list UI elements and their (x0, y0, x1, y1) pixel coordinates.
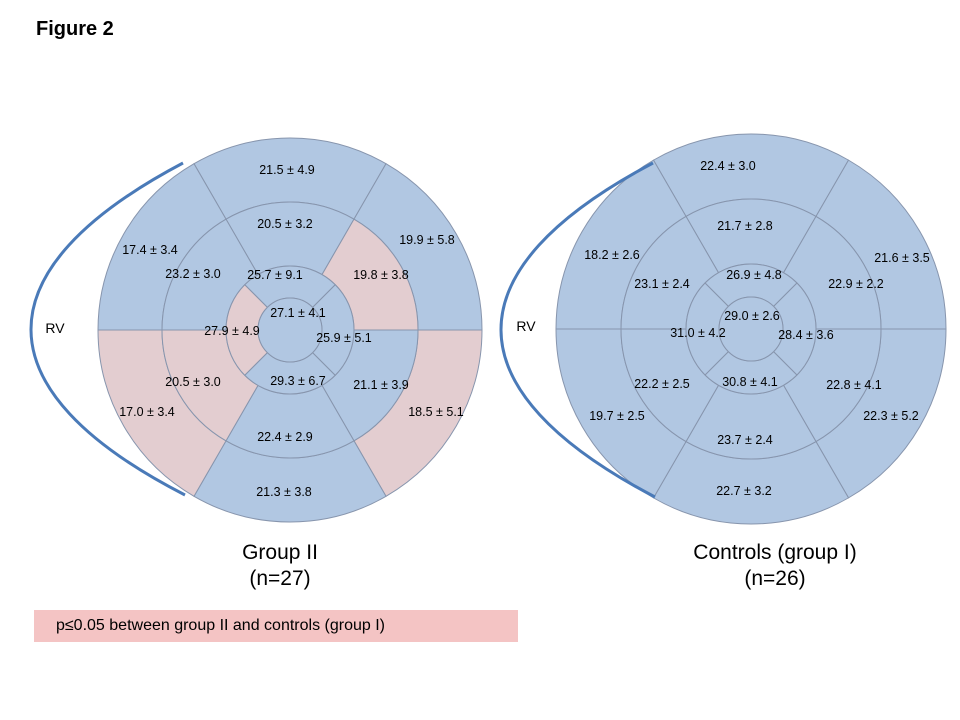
label-apical-1: 25.7 ± 9.1 (247, 268, 303, 282)
caption-group-ii-title: Group II (242, 541, 318, 564)
label-mid-6: 23.2 ± 3.0 (165, 267, 221, 281)
legend-text: p≤0.05 between group II and controls (gr… (56, 617, 385, 634)
rv-curve (499, 161, 656, 499)
rv-curve (29, 161, 186, 497)
label-basal-1: 22.4 ± 3.0 (700, 159, 756, 173)
label-mid-5: 20.5 ± 3.0 (165, 375, 221, 389)
label-mid-4: 22.4 ± 2.9 (257, 430, 313, 444)
label-basal-2: 21.6 ± 3.5 (874, 251, 930, 265)
label-apical-4: 25.9 ± 5.1 (316, 331, 372, 345)
caption-group-ii: Group II (n=27) (130, 540, 430, 592)
label-basal-3: 22.3 ± 5.2 (863, 409, 919, 423)
label-mid-4: 23.7 ± 2.4 (717, 433, 773, 447)
label-apical-2: 29.3 ± 6.7 (270, 374, 326, 388)
label-basal-5: 17.0 ± 3.4 (119, 405, 175, 419)
label-mid-1: 20.5 ± 3.2 (257, 217, 313, 231)
rv-label: RV (516, 318, 536, 334)
label-basal-6: 17.4 ± 3.4 (122, 243, 178, 257)
caption-group-ii-n: (n=27) (249, 567, 311, 590)
caption-controls-title: Controls (group I) (693, 541, 857, 564)
label-basal-3: 18.5 ± 5.1 (408, 405, 464, 419)
segment-apex (257, 297, 323, 363)
significance-legend: p≤0.05 between group II and controls (gr… (34, 610, 518, 642)
bullseye-group-ii: RV 21.5 ± 4.9 19.9 ± 5.8 18.5 ± 5.1 21.3 ± 3… (29, 137, 483, 523)
label-mid-6: 23.1 ± 2.4 (634, 277, 690, 291)
label-basal-6: 18.2 ± 2.6 (584, 248, 640, 262)
rv-label: RV (45, 320, 65, 336)
label-basal-5: 19.7 ± 2.5 (589, 409, 645, 423)
label-apex: 27.1 ± 4.1 (270, 306, 326, 320)
label-mid-3: 22.8 ± 4.1 (826, 378, 882, 392)
caption-controls: Controls (group I) (n=26) (625, 540, 925, 592)
label-apex: 29.0 ± 2.6 (724, 309, 780, 323)
caption-controls-n: (n=26) (744, 567, 806, 590)
label-apical-3: 27.9 ± 4.9 (204, 324, 260, 338)
label-basal-4: 22.7 ± 3.2 (716, 484, 772, 498)
label-mid-5: 22.2 ± 2.5 (634, 377, 690, 391)
label-apical-2: 30.8 ± 4.1 (722, 375, 778, 389)
label-basal-2: 19.9 ± 5.8 (399, 233, 455, 247)
label-mid-2: 22.9 ± 2.2 (828, 277, 884, 291)
bullseye-controls: RV 22.4 ± 3.0 21.6 ± 3.5 22.3 ± 5.2 22.7 ± 3… (499, 133, 947, 525)
label-mid-2: 19.8 ± 3.8 (353, 268, 409, 282)
label-mid-1: 21.7 ± 2.8 (717, 219, 773, 233)
figure-title: Figure 2 (36, 18, 114, 40)
label-basal-4: 21.3 ± 3.8 (256, 485, 312, 499)
label-mid-3: 21.1 ± 3.9 (353, 378, 409, 392)
label-apical-4: 28.4 ± 3.6 (778, 328, 834, 342)
label-basal-1: 21.5 ± 4.9 (259, 163, 315, 177)
label-apical-1: 26.9 ± 4.8 (726, 268, 782, 282)
label-apical-3: 31.0 ± 4.2 (670, 326, 726, 340)
segment-apex (718, 296, 784, 362)
